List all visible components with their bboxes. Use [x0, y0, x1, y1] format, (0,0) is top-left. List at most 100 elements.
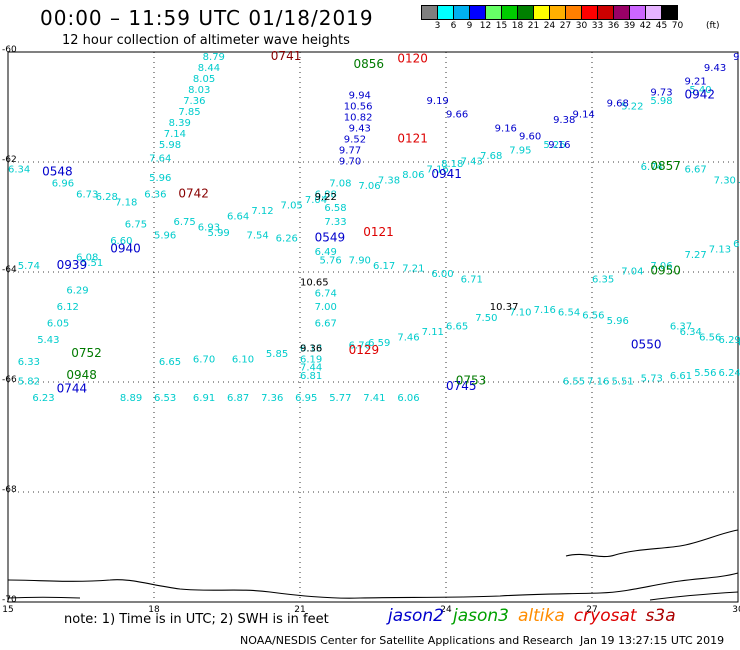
pass-time-label: 0939 — [57, 258, 88, 272]
page-subtitle: 12 hour collection of altimeter wave hei… — [62, 33, 350, 48]
wave-height-label: 6.81 — [300, 371, 322, 382]
swh-label: 10.65 — [300, 277, 329, 288]
map-frame — [7, 51, 739, 603]
scale-label: 30 — [575, 21, 588, 31]
wave-height-label: 8.05 — [193, 74, 215, 85]
scale-label: 18 — [511, 21, 524, 31]
scale-label: 70 — [671, 21, 684, 31]
wave-height-label: 6.13 — [300, 343, 322, 354]
pass-time-label: 0856 — [354, 57, 385, 71]
wave-height-label: 5.82 — [18, 376, 40, 387]
wave-height-label: 6.88 — [315, 189, 337, 200]
wave-height-label: 8.06 — [402, 170, 424, 181]
swh-label: 9.71 — [733, 52, 740, 63]
pass-time-label: 0121 — [363, 225, 394, 239]
wave-height-label: 5.99 — [208, 228, 230, 239]
wave-height-label: 6.24 — [719, 368, 740, 379]
swh-label: 9.36 — [300, 343, 322, 354]
lon-label: 15 — [2, 605, 14, 615]
wave-height-label: 6.17 — [373, 261, 395, 272]
wave-height-label: 6.26 — [276, 233, 298, 244]
swh-label: 9.73 — [650, 88, 672, 99]
pass-time-label: 0950 — [650, 263, 681, 277]
wave-height-label: 7.44 — [300, 363, 322, 374]
swh-label: 9.19 — [427, 96, 449, 107]
pass-time-label: 0549 — [315, 230, 346, 244]
wave-height-label: 7.50 — [738, 181, 740, 192]
wave-height-label: 6.64 — [227, 211, 249, 222]
wave-height-label: 7.06 — [650, 261, 672, 272]
note-text: note: 1) Time is in UTC; 2) SWH is in fe… — [64, 612, 329, 627]
wave-height-label: 6.12 — [57, 302, 79, 313]
swh-label: 9.60 — [519, 132, 541, 143]
wave-height-label: 6.73 — [76, 189, 98, 200]
swh-label: 10.56 — [344, 101, 373, 112]
wave-height-label: 6.29 — [66, 286, 88, 297]
wave-height-label: 7.00 — [315, 302, 337, 313]
wave-height-label: 6.56 — [699, 332, 721, 343]
pass-time-label: 0940 — [110, 241, 141, 255]
wave-height-label: 5.96 — [154, 231, 176, 242]
pass-time-label: 0857 — [650, 159, 681, 173]
wave-height-label: 8.89 — [120, 393, 142, 404]
swh-label: 9.77 — [339, 145, 361, 156]
wave-height-label: 5.74 — [18, 261, 40, 272]
wave-height-label: 6.08 — [76, 253, 98, 264]
scale-swatch — [661, 5, 678, 20]
wave-height-label: 7.16 — [587, 376, 609, 387]
swh-label: 9.16 — [548, 140, 570, 151]
wave-height-label: 5.51 — [81, 258, 103, 269]
wave-height-label: 7.90 — [349, 255, 371, 266]
scale-label: 24 — [543, 21, 556, 31]
wave-height-label: 6.59 — [368, 338, 390, 349]
wave-height-label: 7.95 — [509, 145, 531, 156]
wave-height-label: 6.71 — [461, 275, 483, 286]
wave-height-label: 7.36 — [183, 96, 205, 107]
wave-height-label: 6.74 — [641, 162, 663, 173]
scale-label: 42 — [639, 21, 652, 31]
wave-height-label: 7.38 — [378, 176, 400, 187]
pass-time-label: 0745 — [446, 379, 477, 393]
pass-time-label: 0120 — [397, 52, 428, 66]
wave-height-label: 6.91 — [193, 393, 215, 404]
wave-height-label: 7.21 — [402, 264, 424, 275]
wave-height-label: 7.27 — [684, 250, 706, 261]
wave-height-label: 7.05 — [281, 200, 303, 211]
wave-height-label: 7.04 — [621, 266, 643, 277]
generated-timestamp: Jan 19 13:27:15 UTC 2019 — [580, 634, 725, 647]
legend-item-altika: altika — [518, 606, 565, 626]
wave-height-label: 7.85 — [178, 107, 200, 118]
wave-height-label: 8.44 — [198, 63, 220, 74]
pass-time-label: 0550 — [631, 338, 662, 352]
scale-label: 36 — [607, 21, 620, 31]
swh-label: 9.94 — [349, 90, 371, 101]
wave-height-label: 6.55 — [563, 376, 585, 387]
scale-label: 6 — [450, 21, 457, 31]
swh-label: 9.22 — [315, 192, 337, 203]
wave-height-label: 6.34 — [680, 327, 702, 338]
wave-height-label: 5.73 — [641, 374, 663, 385]
wave-height-label: 6.00 — [431, 269, 453, 280]
wave-height-label: 8.79 — [203, 52, 225, 63]
wave-height-label: 6.49 — [315, 247, 337, 258]
scale-label: 21 — [527, 21, 540, 31]
wave-height-label: 6.93 — [198, 222, 220, 233]
wave-height-label: 6.61 — [670, 371, 692, 382]
wave-height-label: 7.30 — [714, 176, 736, 187]
swh-label: 9.16 — [495, 123, 517, 134]
lat-label: -62 — [2, 155, 17, 165]
wave-height-label: 6.75 — [125, 220, 147, 231]
coastline — [7, 572, 739, 599]
wave-height-label: 7.13 — [709, 244, 731, 255]
wave-height-label: 5.22 — [621, 101, 643, 112]
scale-label: 33 — [591, 21, 604, 31]
lon-label: 27 — [586, 605, 598, 615]
wave-height-label: 6.68 — [733, 239, 740, 250]
pass-time-label: 0741 — [271, 49, 302, 63]
wave-height-label: 7.68 — [480, 151, 502, 162]
scale-label: 3 — [434, 21, 441, 31]
wave-height-label: 6.54 — [558, 308, 580, 319]
wave-height-label: 7.11 — [422, 327, 444, 338]
wave-height-label: 7.64 — [149, 154, 171, 165]
swh-label: 9.43 — [704, 63, 726, 74]
